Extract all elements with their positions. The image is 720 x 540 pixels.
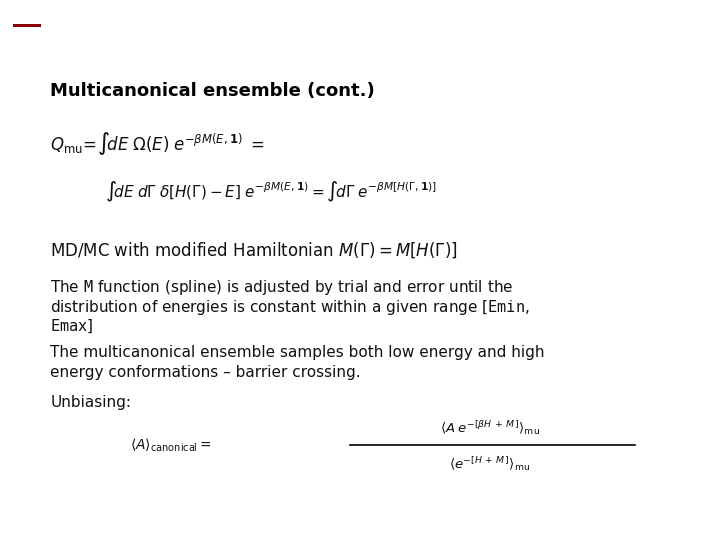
Text: $\mathtt{Emax}$]: $\mathtt{Emax}$]	[50, 318, 94, 335]
Text: UNIVERSITY®: UNIVERSITY®	[52, 35, 104, 44]
Text: The multicanonical ensemble samples both low energy and high: The multicanonical ensemble samples both…	[50, 345, 545, 360]
Text: $Q_{\mathrm{mu}}\!=\!\int\!dE\;\Omega(E)\;e^{-\beta M(E,\mathbf{1})}\;=$: $Q_{\mathrm{mu}}\!=\!\int\!dE\;\Omega(E)…	[50, 130, 265, 157]
Bar	[10, 9, 44, 17]
Text: TEMPLE: TEMPLE	[52, 0, 139, 16]
Bar	[8, 5, 46, 49]
Text: $\langle e^{-[H\,+\,M\,]}\rangle_{\mathrm{mu}}$: $\langle e^{-[H\,+\,M\,]}\rangle_{\mathr…	[449, 455, 531, 473]
Text: The $\mathtt{M}$ function (spline) is adjusted by trial and error until the: The $\mathtt{M}$ function (spline) is ad…	[50, 278, 514, 297]
Text: Multicanonical ensemble (cont.): Multicanonical ensemble (cont.)	[50, 82, 375, 100]
Bar	[10, 44, 44, 49]
Text: Unbiasing:: Unbiasing:	[50, 395, 132, 410]
Text: distribution of energies is constant within a given range [$\mathtt{Emin}$,: distribution of energies is constant wit…	[50, 298, 530, 317]
Text: $\int\!dE\;d\Gamma\;\delta[H(\Gamma)-E]\;e^{-\beta M(E,\mathbf{1})}=\int\!d\Gamm: $\int\!dE\;d\Gamma\;\delta[H(\Gamma)-E]\…	[105, 180, 438, 204]
Text: $\langle A\rangle_{\mathrm{canonical}}=$: $\langle A\rangle_{\mathrm{canonical}}=$	[130, 436, 212, 454]
Bar	[21, 17, 33, 44]
Text: energy conformations – barrier crossing.: energy conformations – barrier crossing.	[50, 365, 361, 380]
Text: MD/MC with modified Hamiltonian $\mathit{M}(\Gamma) = \mathit{M}[H(\Gamma)]$: MD/MC with modified Hamiltonian $\mathit…	[50, 240, 458, 260]
Text: $\langle A\; e^{-[\beta H\,+\,M\,]}\rangle_{\mathrm{mu}}$: $\langle A\; e^{-[\beta H\,+\,M\,]}\rang…	[440, 419, 540, 437]
Bar	[13, 24, 41, 27]
